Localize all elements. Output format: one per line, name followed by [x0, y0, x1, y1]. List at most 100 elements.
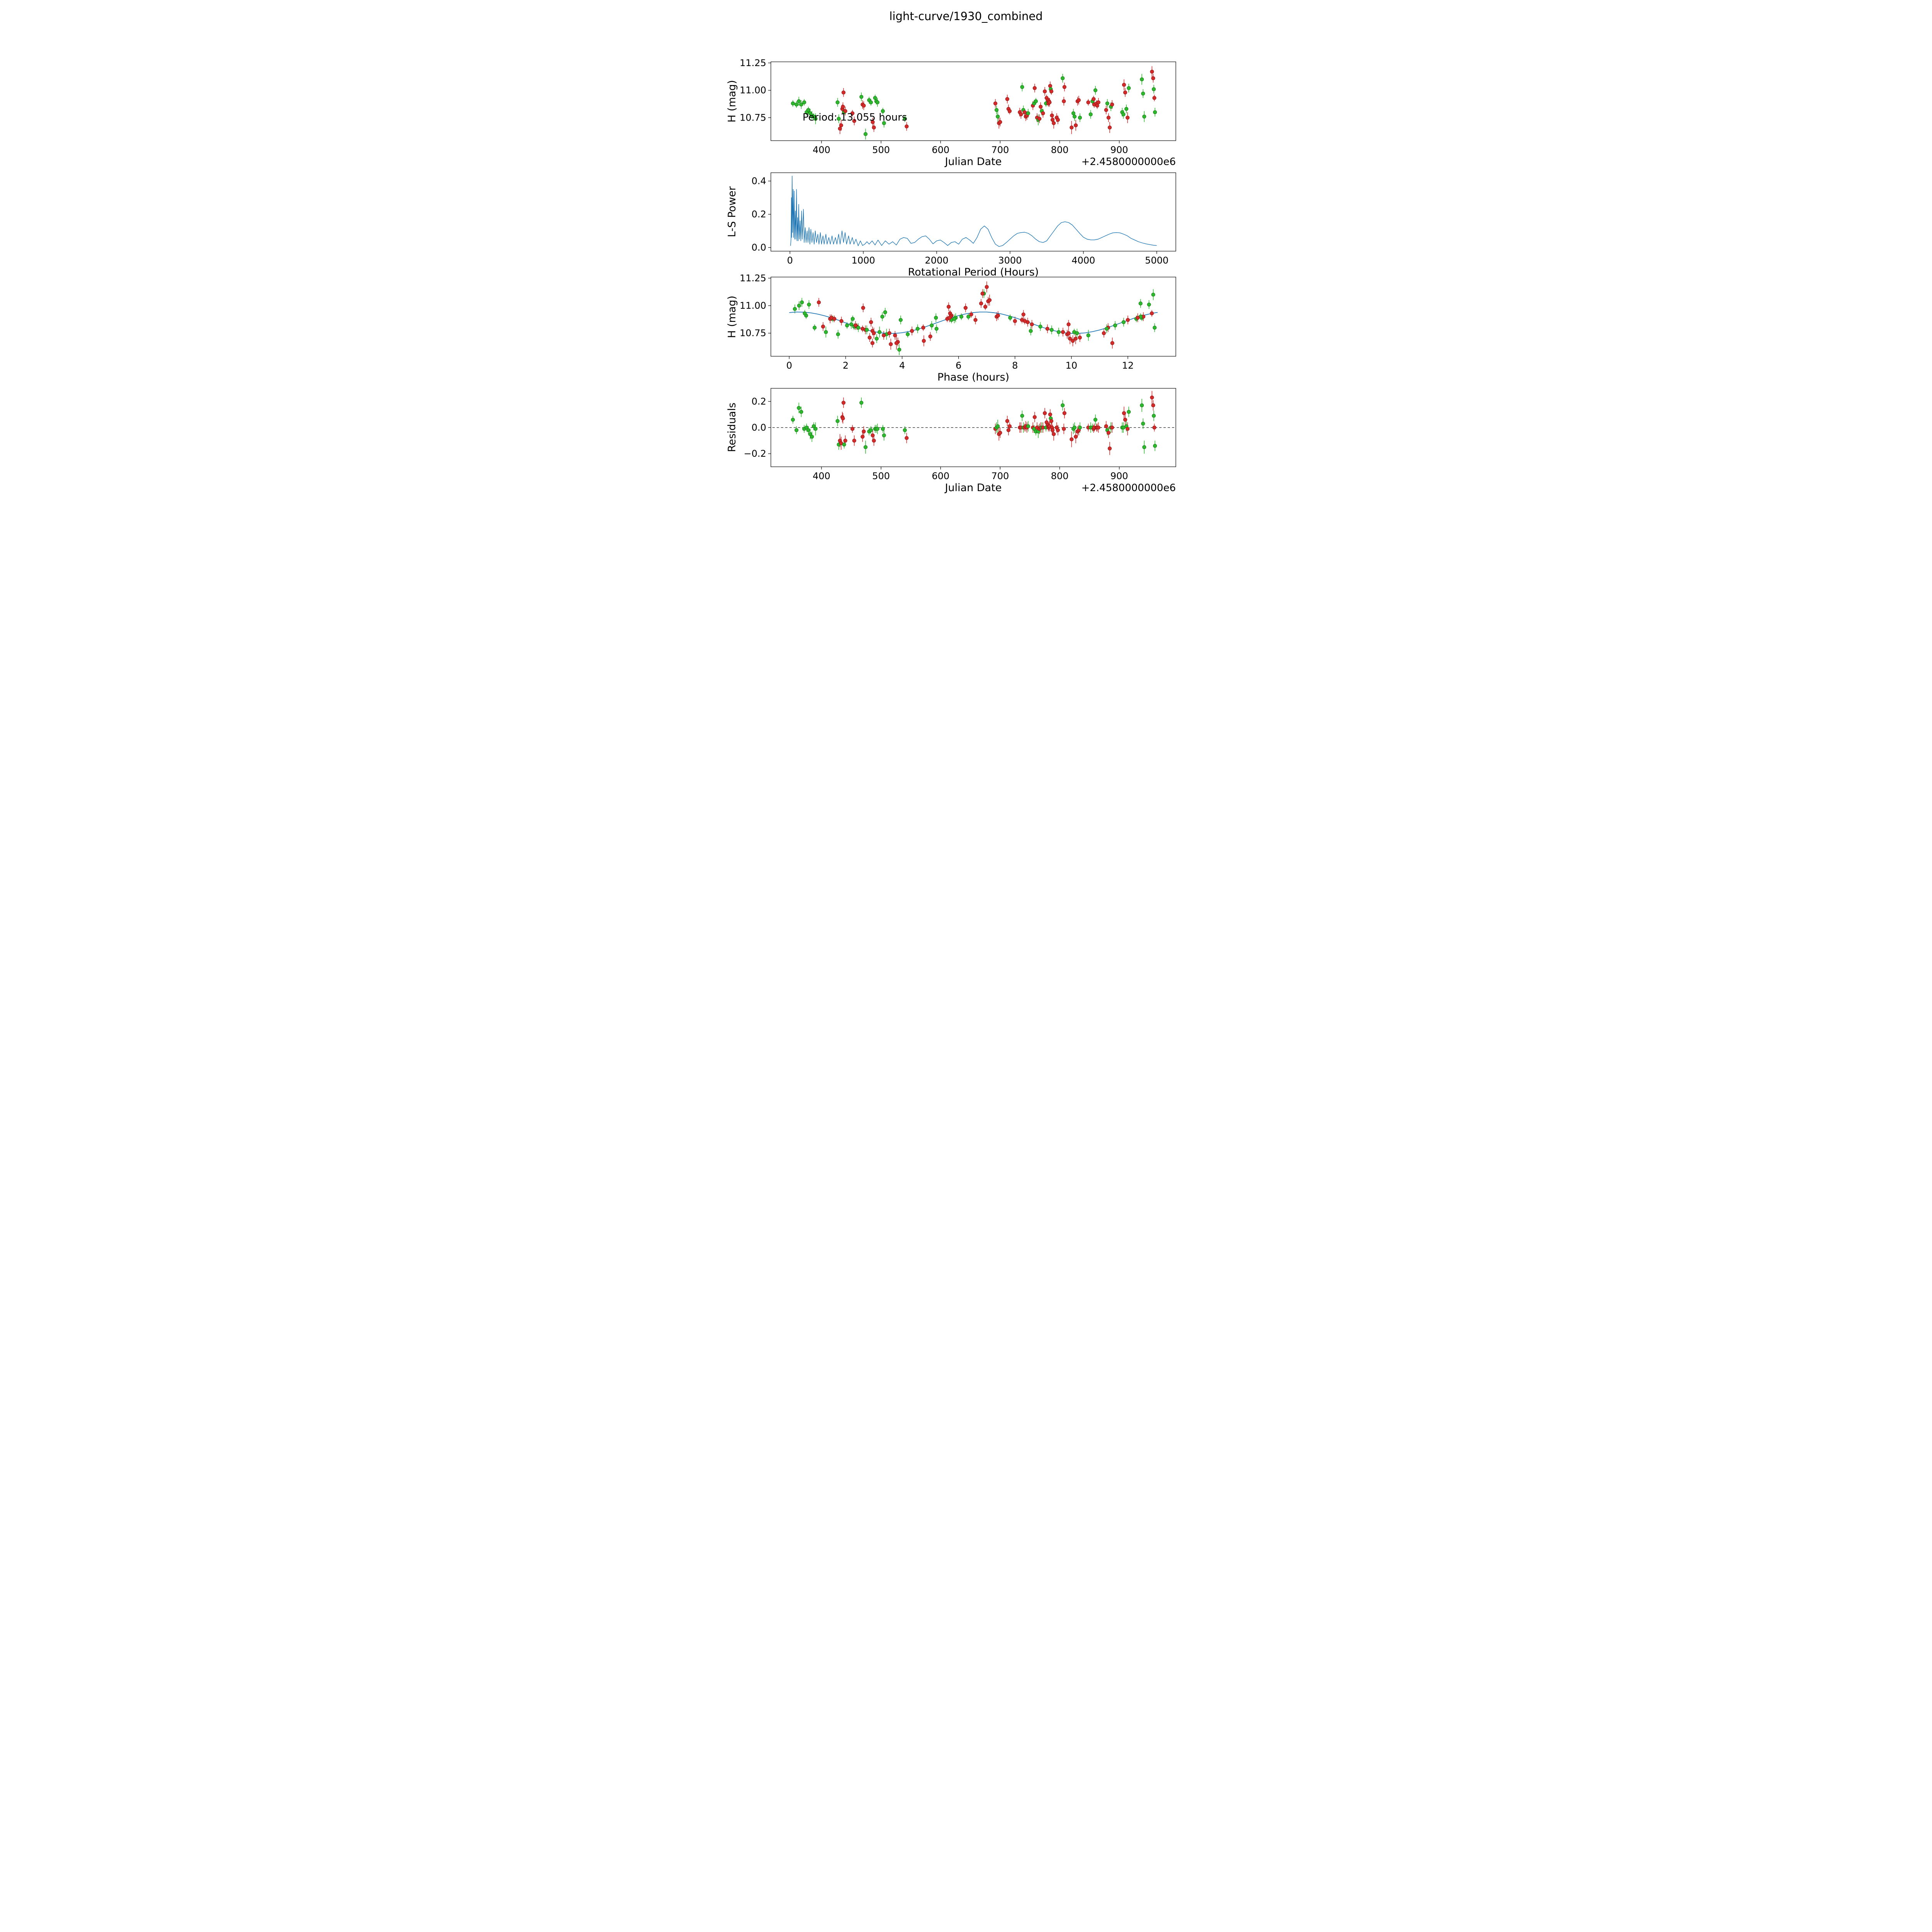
scatter-point-green	[799, 410, 803, 414]
scatter-point-green	[880, 315, 884, 319]
scatter-point-red	[1150, 70, 1154, 74]
ylabel-panel-0: H (mag)	[726, 80, 738, 122]
scatter-point-green	[1026, 424, 1030, 429]
scatter-point-red	[889, 342, 893, 346]
scatter-point-green	[794, 428, 799, 432]
scatter-point-green	[1034, 99, 1038, 104]
panel-phased-lightcurve: 0 2 4 6 8 10 12 10.75 11.00 11.25	[740, 273, 1176, 371]
scatter-point-green	[903, 428, 907, 432]
scatter-point-red	[872, 125, 876, 130]
x-tick-label: 700	[991, 145, 1009, 155]
scatter-point-green	[859, 95, 864, 99]
x-tick-label: 500	[872, 471, 890, 481]
panel-ls-periodogram: 0 1000 2000 3000 4000 5000 0.0 0.2 0.4	[752, 172, 1176, 266]
scatter-point-green	[881, 109, 885, 113]
scatter-point-red	[1006, 428, 1011, 432]
scatter-point-green	[1008, 316, 1012, 320]
scatter-point-green	[791, 101, 795, 105]
scatter-point-red	[862, 429, 866, 434]
scatter-point-red	[1066, 331, 1071, 335]
scatter-point-green	[850, 317, 855, 321]
x-tick-label: 600	[932, 145, 949, 155]
scatter-point-green	[813, 117, 818, 121]
scatter-point-red	[1151, 76, 1155, 80]
scatter-point-green	[1020, 85, 1024, 89]
scatter-point-green	[1049, 328, 1054, 332]
scatter-point-green	[1020, 413, 1024, 418]
scatter-point-red	[947, 316, 952, 320]
scatter-point-green	[803, 311, 807, 316]
scatter-point-green	[934, 327, 939, 331]
scatter-point-red	[1110, 102, 1114, 107]
scatter-point-red	[894, 341, 899, 345]
scatter-point-red	[869, 320, 873, 324]
scatter-point-red	[1077, 98, 1081, 102]
scatter-point-green	[1124, 107, 1129, 111]
scatter-point-green	[996, 114, 1000, 119]
scatter-point-green	[934, 316, 938, 320]
xlabel-panel-2: Phase (hours)	[937, 371, 1009, 383]
y-tick-label: 11.00	[740, 85, 766, 96]
scatter-point-green	[996, 424, 1000, 429]
scatter-point-red	[1045, 327, 1049, 331]
scatter-point-green	[856, 325, 861, 330]
scatter-point-red	[979, 301, 983, 306]
scatter-point-red	[1048, 412, 1052, 417]
scatter-point-red	[1005, 419, 1009, 423]
scatter-point-green	[882, 433, 886, 437]
scatter-point-red	[987, 298, 992, 302]
ylabel-panel-3: Residuals	[726, 403, 738, 452]
scatter-point-green	[800, 300, 804, 304]
scatter-point-red	[838, 126, 842, 131]
scatter-point-red	[872, 331, 876, 335]
scatter-point-green	[794, 102, 799, 107]
scatter-point-green	[1072, 114, 1077, 119]
scatter-point-green	[875, 427, 879, 431]
scatter-point-red	[973, 318, 978, 322]
scatter-point-green	[835, 419, 840, 423]
scatter-point-red	[1007, 109, 1012, 113]
scatter-point-red	[882, 333, 886, 338]
scatter-point-green	[915, 327, 920, 331]
scatter-point-green	[1151, 87, 1156, 91]
scatter-point-red	[1022, 110, 1027, 114]
scatter-point-green	[863, 445, 868, 449]
x-tick-label: 4000	[1071, 255, 1095, 266]
scatter-point-red	[1150, 311, 1154, 316]
scatter-point-red	[1050, 428, 1055, 432]
scatter-point-green	[1141, 92, 1145, 96]
scatter-point-red	[1104, 424, 1108, 429]
scatter-point-red	[1122, 411, 1126, 415]
x-tick-label: 10	[1066, 360, 1078, 371]
xlabel-panel-0: Julian Date	[944, 156, 1002, 168]
scatter-point-red	[871, 120, 875, 124]
scatter-point-red	[839, 123, 843, 128]
panel-residuals: 400 500 600 700 800 900 −0.2 0.0 0.2	[744, 388, 1176, 481]
scatter-point-red	[996, 313, 1000, 318]
scatter-point-green	[959, 315, 964, 319]
scatter-point-green	[1151, 413, 1156, 418]
x-tick-label: 0	[786, 360, 792, 371]
scatter-point-red	[850, 111, 855, 116]
scatter-point-red	[1061, 330, 1065, 334]
scatter-point-red	[1106, 430, 1111, 435]
scatter-point-green	[842, 442, 846, 447]
x-tick-label: 5000	[1145, 255, 1168, 266]
scatter-point-red	[861, 435, 865, 439]
x-tick-label: 400	[813, 145, 830, 155]
x-tick-label: 600	[932, 471, 949, 481]
scatter-point-red	[1056, 118, 1060, 122]
scatter-point-green	[1086, 333, 1090, 338]
scatter-point-green	[1075, 331, 1079, 335]
scatter-point-red	[1123, 418, 1128, 422]
scatter-point-green	[1026, 111, 1030, 116]
scatter-point-red	[1107, 446, 1112, 451]
scatter-point-green	[859, 401, 864, 405]
scatter-point-red	[1037, 117, 1042, 121]
scatter-point-green	[1153, 110, 1157, 114]
scatter-point-red	[872, 439, 876, 443]
x-tick-label: 900	[1111, 471, 1128, 481]
scatter-point-red	[1023, 319, 1027, 323]
scatter-point-green	[1153, 325, 1157, 330]
scatter-point-green	[802, 100, 806, 104]
